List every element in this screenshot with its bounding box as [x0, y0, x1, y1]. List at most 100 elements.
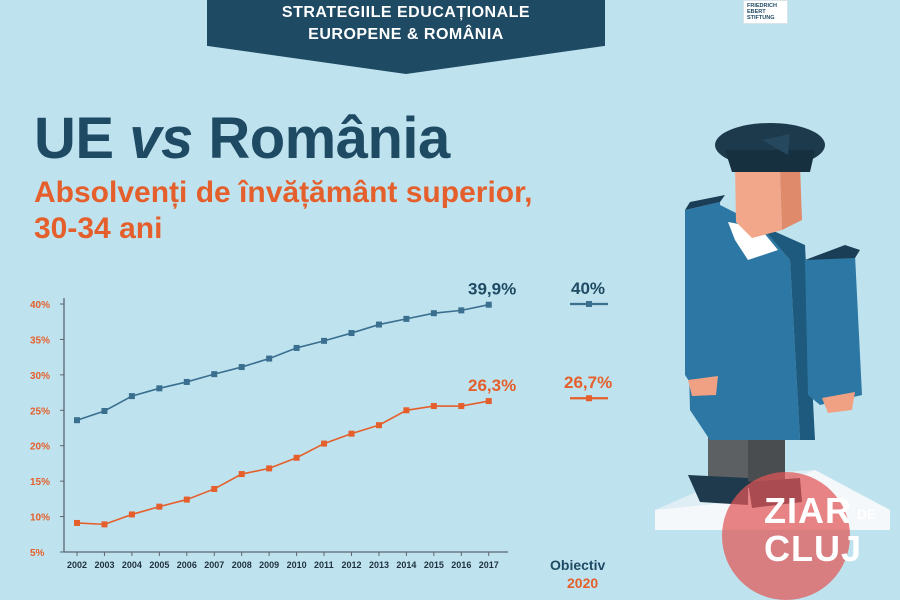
data-point	[458, 403, 465, 410]
cap-band	[725, 150, 815, 172]
y-tick-label: 25%	[30, 406, 50, 417]
data-point	[156, 385, 163, 392]
leg-left	[708, 430, 748, 485]
watermark-word-1: ZIAR	[764, 490, 852, 531]
end-value-label: 39,9%	[468, 280, 516, 299]
x-tick-label: 2011	[314, 560, 334, 570]
data-point	[321, 337, 328, 344]
collar	[728, 222, 778, 260]
y-tick-label: 15%	[30, 477, 50, 488]
y-tick-label: 35%	[30, 335, 50, 346]
target-marker	[586, 301, 592, 307]
data-point	[101, 521, 108, 528]
logo-line-2: EBERT	[747, 9, 766, 15]
arm-right	[805, 255, 862, 405]
data-point	[293, 344, 300, 351]
watermark-word-2: DE	[857, 506, 877, 522]
y-tick-label: 5%	[30, 548, 45, 559]
data-point	[183, 378, 190, 385]
hand-left	[688, 376, 718, 396]
x-tick-label: 2017	[479, 560, 499, 570]
data-point	[430, 310, 437, 317]
target-caption-line-1: Obiectiv	[550, 557, 605, 573]
shoe-left	[688, 475, 748, 505]
data-point	[238, 471, 245, 478]
data-point	[183, 496, 190, 503]
x-tick-label: 2007	[204, 560, 224, 570]
banner-line-2: EUROPENE & ROMÂNIA	[308, 26, 504, 43]
subtitle-line-1: Absolvenți de învățământ superior,	[34, 176, 533, 209]
series-line-ue	[76, 303, 489, 421]
x-tick-label: 2016	[451, 560, 471, 570]
shoulder-left	[685, 195, 725, 210]
watermark-logo: ZIAR DE CLUJ	[722, 472, 892, 600]
title-vs: vs	[129, 106, 193, 171]
data-point	[211, 485, 218, 492]
watermark-circle	[722, 472, 850, 600]
x-tick-label: 2004	[122, 560, 142, 570]
end-value-label: 26,3%	[468, 376, 516, 395]
x-tick-label: 2014	[396, 560, 416, 570]
x-tick-label: 2002	[67, 560, 87, 570]
data-point	[321, 440, 328, 447]
watermark-word-3: CLUJ	[764, 528, 863, 569]
x-tick-label: 2012	[342, 560, 362, 570]
chart-subtitle: Absolvenți de învățământ superior, 30-34…	[34, 175, 532, 247]
data-point	[375, 321, 382, 328]
data-point	[485, 301, 492, 308]
data-point	[266, 465, 273, 472]
face	[735, 165, 782, 238]
x-tick-label: 2010	[287, 560, 307, 570]
page-title: UE vs România	[34, 104, 450, 174]
data-point	[403, 315, 410, 322]
y-tick-label: 20%	[30, 442, 50, 453]
arm-left	[685, 202, 722, 390]
data-point	[458, 307, 465, 314]
face-side	[780, 165, 802, 230]
x-tick-label: 2003	[94, 560, 114, 570]
header-banner: STRATEGIILE EDUCAȚIONALE EUROPENE & ROMÂ…	[207, 0, 605, 74]
x-tick-label: 2008	[232, 560, 252, 570]
data-point	[430, 403, 437, 410]
x-tick-label: 2015	[424, 560, 444, 570]
target-value-label: 40%	[571, 279, 605, 298]
data-point	[101, 407, 108, 414]
x-tick-label: 2009	[259, 560, 279, 570]
line-chart: 5% 10% 15% 20% 25% 30% 35% 40% 2002 2003 2004 2005 2…	[30, 279, 612, 591]
title-ue: UE	[34, 106, 130, 171]
data-point	[211, 371, 218, 378]
data-point	[238, 364, 245, 371]
x-tick-label: 2013	[369, 560, 389, 570]
data-point	[348, 330, 355, 337]
y-tick-label: 10%	[30, 513, 50, 524]
data-point	[348, 430, 355, 437]
cap-tassel	[762, 134, 790, 155]
data-point	[266, 355, 273, 362]
gown-side	[760, 225, 815, 440]
logo-line-1: FRIEDRICH	[747, 3, 777, 9]
target-marker	[586, 395, 592, 402]
hand-right	[822, 392, 855, 413]
data-point	[128, 511, 135, 518]
data-point	[156, 503, 163, 510]
graduate-illustration	[655, 123, 890, 530]
shoulder-right	[805, 245, 860, 260]
data-point	[375, 422, 382, 429]
data-point	[128, 393, 135, 400]
x-tick-label: 2006	[177, 560, 197, 570]
title-romania: România	[192, 106, 450, 171]
target-value-label: 26,7%	[564, 373, 612, 392]
data-point	[485, 398, 492, 405]
data-point	[74, 417, 80, 424]
data-point	[74, 519, 80, 526]
foundation-logo: FRIEDRICH EBERT STIFTUNG	[743, 0, 788, 24]
y-tick-label: 40%	[30, 300, 50, 311]
logo-line-3: STIFTUNG	[747, 15, 775, 21]
x-tick-label: 2005	[149, 560, 169, 570]
series-line-romania	[76, 400, 489, 526]
banner-line-1: STRATEGIILE EDUCAȚIONALE	[281, 4, 531, 21]
data-point	[293, 454, 300, 461]
target-caption-line-2: 2020	[567, 575, 598, 591]
y-tick-label: 30%	[30, 371, 50, 382]
data-point	[403, 407, 410, 414]
